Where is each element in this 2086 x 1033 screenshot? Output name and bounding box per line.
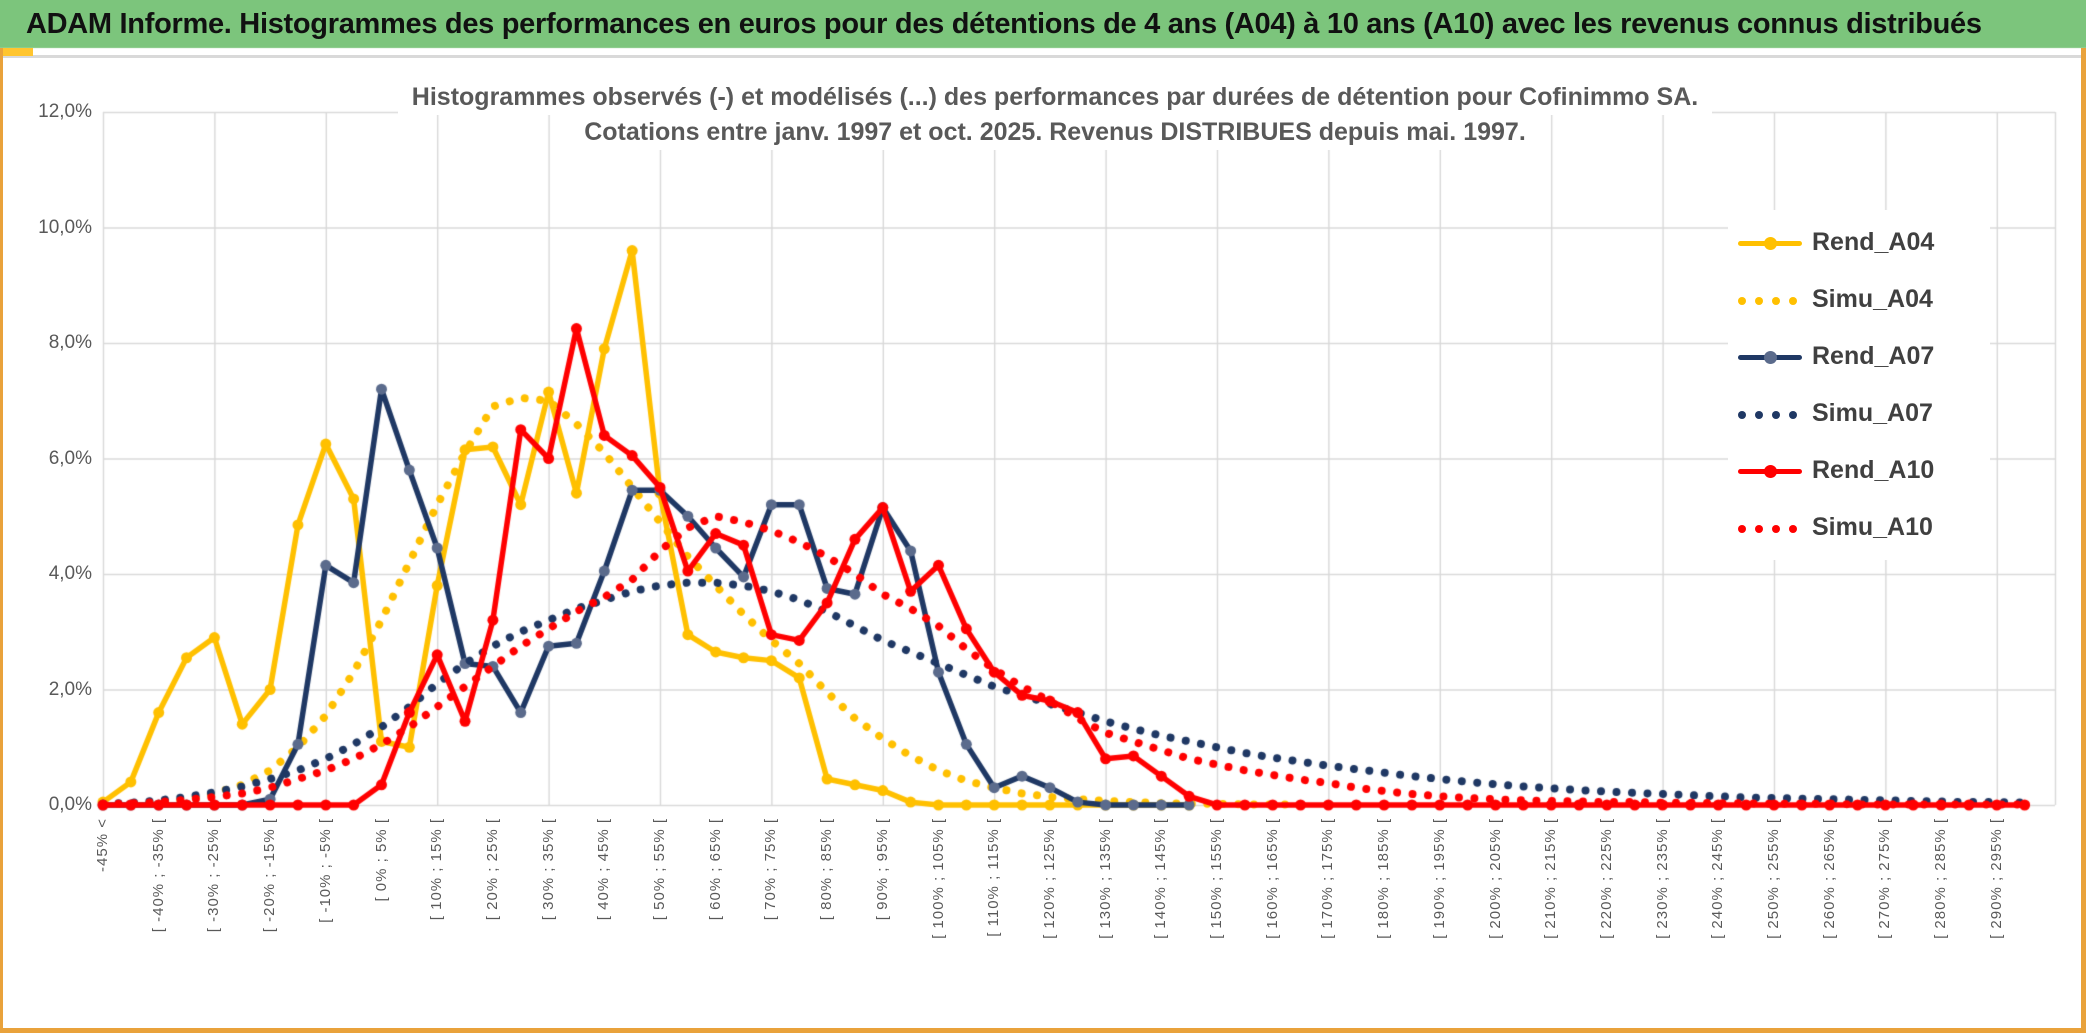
x-axis-label: [ 170% ; 175% [ — [1319, 818, 1337, 939]
x-axis-label: [ 290% ; 295% [ — [1987, 818, 2005, 939]
x-axis-label: [ 280% ; 285% [ — [1932, 818, 1950, 939]
x-axis-label: [ 140% ; 145% [ — [1152, 818, 1170, 939]
legend-label: Rend_A07 — [1812, 342, 1935, 370]
x-axis-label: [ 40% ; 45% [ — [595, 818, 613, 921]
x-axis-label: [ 20% ; 25% [ — [483, 818, 501, 921]
legend-solid-marker-icon — [1738, 350, 1802, 364]
legend-item-simu_a10: Simu_A10 — [1728, 499, 1990, 556]
x-axis-label: [ 240% ; 245% [ — [1709, 818, 1727, 939]
x-axis-label: [ 200% ; 205% [ — [1486, 818, 1504, 939]
x-axis-label: [ 270% ; 275% [ — [1876, 818, 1894, 939]
y-axis-label: 6,0% — [48, 447, 92, 469]
frame-edge-bottom — [0, 1028, 2086, 1033]
legend-dotted-marker-icon — [1738, 522, 1802, 534]
legend-dotted-marker-icon — [1738, 294, 1802, 306]
x-axis-label: [ -20% ; -15% [ — [261, 818, 279, 933]
x-axis-label: [ 50% ; 55% [ — [651, 818, 668, 921]
x-axis-label: [ 0% ; 5% [ — [372, 818, 390, 902]
x-axis-label: [ 30% ; 35% [ — [539, 818, 557, 921]
y-axis-label: 10,0% — [38, 216, 92, 238]
x-axis-label: [ 180% ; 185% [ — [1375, 818, 1393, 939]
x-axis-label: [ 150% ; 155% [ — [1208, 818, 1225, 939]
y-axis-label: 8,0% — [48, 332, 92, 353]
y-axis-label: 4,0% — [48, 563, 92, 584]
y-axis-label: 12,0% — [38, 101, 92, 122]
legend-dotted-marker-icon — [1738, 408, 1802, 420]
legend-item-simu_a07: Simu_A07 — [1728, 385, 1990, 442]
x-axis-label: [ 190% ; 195% [ — [1430, 818, 1448, 939]
sheet-title: ADAM Informe. Histogrammes des performan… — [26, 7, 1982, 40]
header-underline — [0, 55, 2086, 58]
x-axis-label: [ -30% ; -25% [ — [205, 818, 223, 933]
x-axis-label: [ 120% ; 125% [ — [1040, 818, 1058, 939]
x-axis-label: [ 90% ; 95% [ — [873, 818, 891, 921]
frame-edge-right — [2081, 48, 2086, 1033]
frame-edge-left — [0, 48, 3, 1033]
sheet-header-bar: ADAM Informe. Histogrammes des performan… — [0, 0, 2086, 48]
x-axis-label: [ 260% ; 265% [ — [1820, 818, 1838, 939]
legend-item-rend_a04: Rend_A04 — [1728, 214, 1990, 271]
x-axis-label: [ 160% ; 165% [ — [1263, 818, 1281, 939]
legend-label: Simu_A04 — [1812, 285, 1933, 313]
x-axis-label: -45% < — [94, 818, 111, 872]
x-axis-label: [ 110% ; 115% [ — [985, 818, 1003, 937]
x-axis-label: [ 60% ; 65% [ — [706, 818, 724, 921]
gold-corner-tab — [0, 48, 33, 56]
x-axis-label: [ -10% ; -5% [ — [316, 818, 334, 923]
legend-label: Rend_A04 — [1812, 228, 1935, 256]
x-axis-label: [ -40% ; -35% [ — [149, 818, 167, 933]
legend-label: Rend_A10 — [1812, 456, 1935, 484]
x-axis-label: [ 250% ; 255% [ — [1765, 818, 1782, 939]
x-axis-label: [ 100% ; 105% [ — [929, 818, 947, 939]
x-axis-label: [ 230% ; 235% [ — [1653, 818, 1671, 939]
x-axis-label: [ 10% ; 15% [ — [428, 818, 446, 921]
legend-item-rend_a07: Rend_A07 — [1728, 328, 1990, 385]
x-axis-label: [ 80% ; 85% [ — [818, 818, 836, 921]
legend-label: Simu_A10 — [1812, 513, 1933, 541]
legend-item-simu_a04: Simu_A04 — [1728, 271, 1990, 328]
legend-label: Simu_A07 — [1812, 399, 1933, 427]
y-axis-label: 0,0% — [48, 794, 92, 815]
chart-legend: Rend_A04 Simu_A04 Rend_A07 Simu_A07 Rend_A10… — [1728, 210, 1990, 560]
y-axis-label: 2,0% — [48, 678, 92, 700]
legend-solid-marker-icon — [1738, 236, 1802, 250]
x-axis-label: [ 70% ; 75% [ — [762, 818, 780, 921]
x-axis-label: [ 220% ; 225% [ — [1597, 818, 1615, 939]
x-axis-label: [ 210% ; 215% [ — [1542, 818, 1560, 939]
x-axis-label: [ 130% ; 135% [ — [1096, 818, 1114, 939]
legend-item-rend_a10: Rend_A10 — [1728, 442, 1990, 499]
legend-solid-marker-icon — [1738, 464, 1802, 478]
